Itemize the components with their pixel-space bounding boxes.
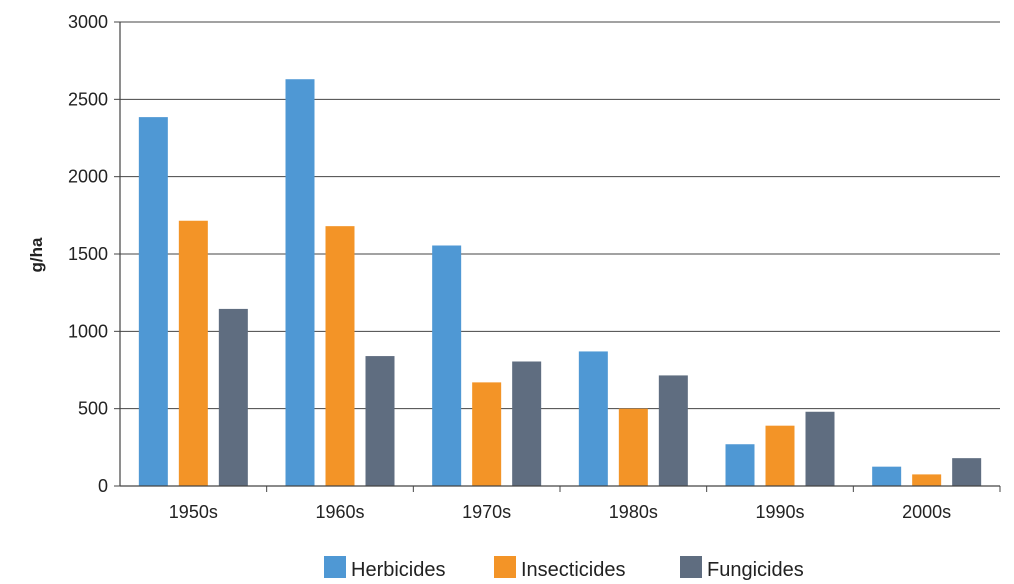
y-tick-labels: 0 500 1000 1500 2000 2500 3000 bbox=[68, 12, 108, 496]
y-tick-label: 1500 bbox=[68, 244, 108, 264]
bar-herbicides-1990s bbox=[725, 444, 755, 486]
bar-herbicides-1950s bbox=[138, 117, 168, 487]
bar-fungicides-1970s bbox=[512, 361, 542, 486]
bar-herbicides-1960s bbox=[285, 79, 315, 486]
x-tick-label: 1960s bbox=[315, 502, 364, 522]
bar-herbicides-1970s bbox=[432, 245, 462, 486]
x-tick-label: 1990s bbox=[755, 502, 804, 522]
y-axis-title: g/ha bbox=[27, 237, 46, 272]
bar-fungicides-1950s bbox=[218, 308, 248, 486]
legend-label-fungicides: Fungicides bbox=[707, 559, 804, 581]
bar-insecticides-1950s bbox=[178, 220, 208, 486]
y-tick-label: 3000 bbox=[68, 12, 108, 32]
legend-swatch-herbicides bbox=[324, 556, 346, 578]
legend-swatch-fungicides bbox=[680, 556, 702, 578]
bar-fungicides-1960s bbox=[365, 356, 395, 486]
bar-insecticides-1980s bbox=[618, 408, 648, 486]
y-tick-label: 2500 bbox=[68, 89, 108, 109]
bar-herbicides-2000s bbox=[872, 466, 902, 486]
y-tick-label: 2000 bbox=[68, 167, 108, 187]
y-tick-label: 0 bbox=[98, 476, 108, 496]
y-tick-label: 500 bbox=[78, 399, 108, 419]
y-tick-label: 1000 bbox=[68, 321, 108, 341]
legend-swatch-insecticides bbox=[494, 556, 516, 578]
legend-label-herbicides: Herbicides bbox=[351, 559, 445, 581]
bar-insecticides-2000s bbox=[912, 474, 942, 486]
bars bbox=[138, 79, 982, 487]
bar-fungicides-1980s bbox=[658, 375, 688, 486]
x-tick-label: 1980s bbox=[609, 502, 658, 522]
x-tick-labels: 1950s 1960s 1970s 1980s 1990s 2000s bbox=[169, 502, 951, 522]
bar-fungicides-1990s bbox=[805, 411, 835, 486]
bar-insecticides-1960s bbox=[325, 226, 355, 486]
bar-insecticides-1970s bbox=[472, 382, 502, 486]
legend-label-insecticides: Insecticides bbox=[521, 559, 626, 581]
x-tick-label: 2000s bbox=[902, 502, 951, 522]
gridlines bbox=[114, 21, 1000, 487]
legend: Herbicides Insecticides Fungicides bbox=[324, 556, 804, 581]
bar-fungicides-2000s bbox=[952, 458, 982, 486]
x-tick-label: 1950s bbox=[169, 502, 218, 522]
bar-herbicides-1980s bbox=[578, 351, 608, 486]
x-tick-label: 1970s bbox=[462, 502, 511, 522]
axes bbox=[119, 22, 1001, 492]
bar-insecticides-1990s bbox=[765, 425, 795, 486]
